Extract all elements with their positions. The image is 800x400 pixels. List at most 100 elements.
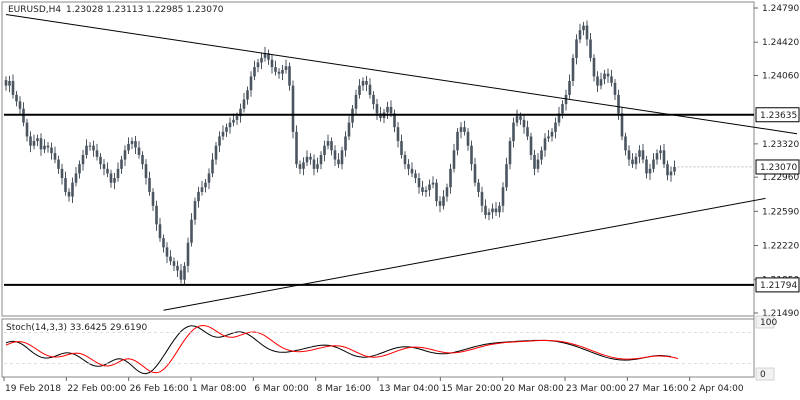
candle-body [316, 164, 319, 169]
candle-body [288, 66, 291, 86]
price-tick-label: 1.24060 [762, 71, 799, 81]
candle [144, 159, 148, 185]
candle-body [253, 67, 256, 77]
candle [67, 188, 71, 202]
candle-body [473, 164, 477, 183]
candle [183, 262, 186, 285]
candle-body [50, 147, 53, 154]
candle-body [631, 159, 634, 165]
candle-body [480, 191, 484, 206]
candle-body [648, 168, 652, 174]
candle-body [561, 104, 564, 114]
price-tick-label: 1.21490 [762, 309, 799, 319]
candle-body [438, 201, 442, 206]
candle [228, 117, 232, 134]
candle-body [53, 153, 57, 160]
candle [53, 146, 57, 164]
candle [43, 139, 46, 154]
price-tick-label: 1.22960 [762, 173, 799, 183]
candle [463, 120, 466, 136]
candle-body [158, 224, 162, 239]
candle [113, 172, 116, 190]
candle-body [421, 187, 424, 192]
candle-body [88, 145, 92, 147]
candle-body [414, 173, 417, 179]
stochastic-axis: 100 0 [4, 315, 777, 381]
candle-body [466, 131, 470, 146]
stochastic-line-k [5, 325, 672, 375]
time-tick-label: 1 Mar 08:00 [192, 384, 247, 394]
candle [501, 182, 505, 213]
level-price-label: 1.21794 [755, 277, 800, 293]
candle-body [169, 256, 172, 262]
candle-body [298, 164, 302, 169]
trendline-upper[interactable] [5, 13, 798, 135]
candle [123, 145, 127, 167]
candle-body [71, 182, 74, 197]
candle-body [568, 81, 571, 95]
candle-body [435, 182, 438, 202]
candle [673, 160, 676, 176]
candle-body [8, 81, 11, 86]
candle-body [333, 150, 337, 160]
candle-body [606, 73, 610, 77]
candle-body [575, 39, 578, 58]
candle-body [102, 164, 106, 169]
candle [162, 234, 165, 253]
candle [85, 139, 88, 159]
candle [186, 237, 190, 273]
candle-body [326, 141, 330, 146]
candle [477, 178, 480, 198]
candle [431, 176, 435, 189]
candle [50, 142, 53, 160]
price-tick-label: 1.22590 [762, 207, 799, 217]
candle-body [361, 81, 365, 86]
candle-body [92, 145, 95, 151]
candle [207, 168, 211, 190]
candle-body [449, 168, 452, 188]
candle-body [662, 150, 666, 165]
candle-body [452, 150, 456, 169]
price-tick-label: 1.24420 [762, 38, 799, 48]
stochastic-tick-box [755, 367, 775, 381]
candle [613, 79, 617, 100]
candle [410, 162, 414, 178]
candle-body [505, 164, 508, 188]
candle [354, 89, 358, 116]
candle-body [319, 154, 323, 165]
candle [592, 54, 596, 82]
candle [554, 117, 557, 139]
candle-body [410, 168, 414, 174]
candle [491, 203, 494, 219]
candle [522, 114, 526, 134]
candle [480, 186, 484, 213]
candle-body [624, 136, 627, 151]
candle [624, 132, 627, 156]
trendline-lower[interactable] [163, 197, 766, 311]
candle-body [627, 150, 631, 160]
candle-body [585, 25, 589, 40]
candle-body [417, 178, 421, 188]
candle-body [396, 127, 400, 142]
candle-body [228, 122, 232, 128]
candle [319, 151, 323, 170]
candle [8, 75, 11, 93]
candle [204, 178, 207, 193]
candle-body [645, 159, 648, 174]
candle-body [179, 270, 183, 280]
candle-body [270, 59, 274, 68]
candle-body [571, 57, 575, 82]
candle-body [148, 178, 151, 192]
candle-body [256, 62, 260, 68]
candle [456, 128, 459, 156]
candle [365, 75, 368, 92]
candle-body [673, 166, 676, 172]
candle-body [526, 127, 529, 137]
candle [414, 169, 417, 184]
candle [596, 71, 599, 93]
stochastic-title: Stoch(14,3,3) 33.6425 29.6190 [6, 323, 147, 333]
candle-body [515, 116, 519, 123]
level-price-label-box [755, 277, 800, 293]
candle [267, 49, 270, 65]
candle [239, 103, 242, 123]
